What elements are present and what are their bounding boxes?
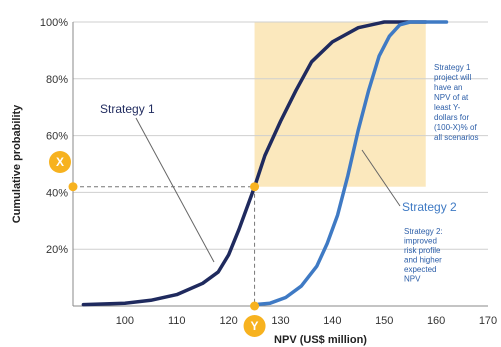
note-2-line: Strategy 2: [404, 227, 443, 236]
note-1-line: all scenarios [434, 133, 478, 142]
note-1-line: project will [434, 73, 472, 82]
x-tick-label: 160 [427, 315, 445, 327]
x-tick-label: 140 [323, 315, 341, 327]
x-tick-label: 130 [271, 315, 289, 327]
y-axis-title: Cumulative probability [11, 104, 23, 223]
leader-line-2 [361, 149, 401, 207]
note-2-line: improved [404, 237, 437, 246]
note-2-line: expected [404, 265, 436, 274]
y-axis-point-marker [250, 301, 260, 311]
y-tick-label: 60% [46, 131, 68, 143]
note-2-line: risk profile [404, 246, 441, 255]
y-tick-label: 40% [46, 187, 68, 199]
y-tick-label: 80% [46, 74, 68, 86]
x-axis-title: NPV (US$ million) [274, 334, 367, 346]
note-1-line: NPV of at [434, 93, 469, 102]
series-label-2: Strategy 2 [402, 200, 457, 214]
y-tick-label: 20% [46, 244, 68, 256]
x-tick-label: 110 [168, 315, 186, 327]
x-tick-label: 150 [375, 315, 393, 327]
x-marker-badge [49, 151, 71, 173]
note-1-line: dollars for [434, 113, 469, 122]
x-marker-label: X [56, 155, 64, 169]
x-tick-label: 100 [116, 315, 134, 327]
shaded-region [254, 22, 426, 187]
note-1-line: Strategy 1 [434, 63, 471, 72]
note-2-line: and higher [404, 256, 442, 265]
x-tick-label: 170 [479, 315, 497, 327]
x-tick-label: 120 [219, 315, 237, 327]
intersection-point [250, 182, 260, 192]
note-1-line: (100-X)% of [434, 123, 477, 132]
leader-line-1 [135, 117, 215, 263]
x-axis-point-marker [68, 182, 78, 192]
y-marker-badge [243, 315, 266, 337]
series-line-2 [252, 20, 449, 307]
note-2-line: NPV [404, 275, 421, 284]
y-tick-label: 100% [40, 17, 68, 29]
series-label-1: Strategy 1 [100, 102, 155, 116]
y-marker-label: Y [251, 319, 259, 333]
note-1-line: have an [434, 83, 462, 92]
note-1-line: least Y- [434, 103, 461, 112]
